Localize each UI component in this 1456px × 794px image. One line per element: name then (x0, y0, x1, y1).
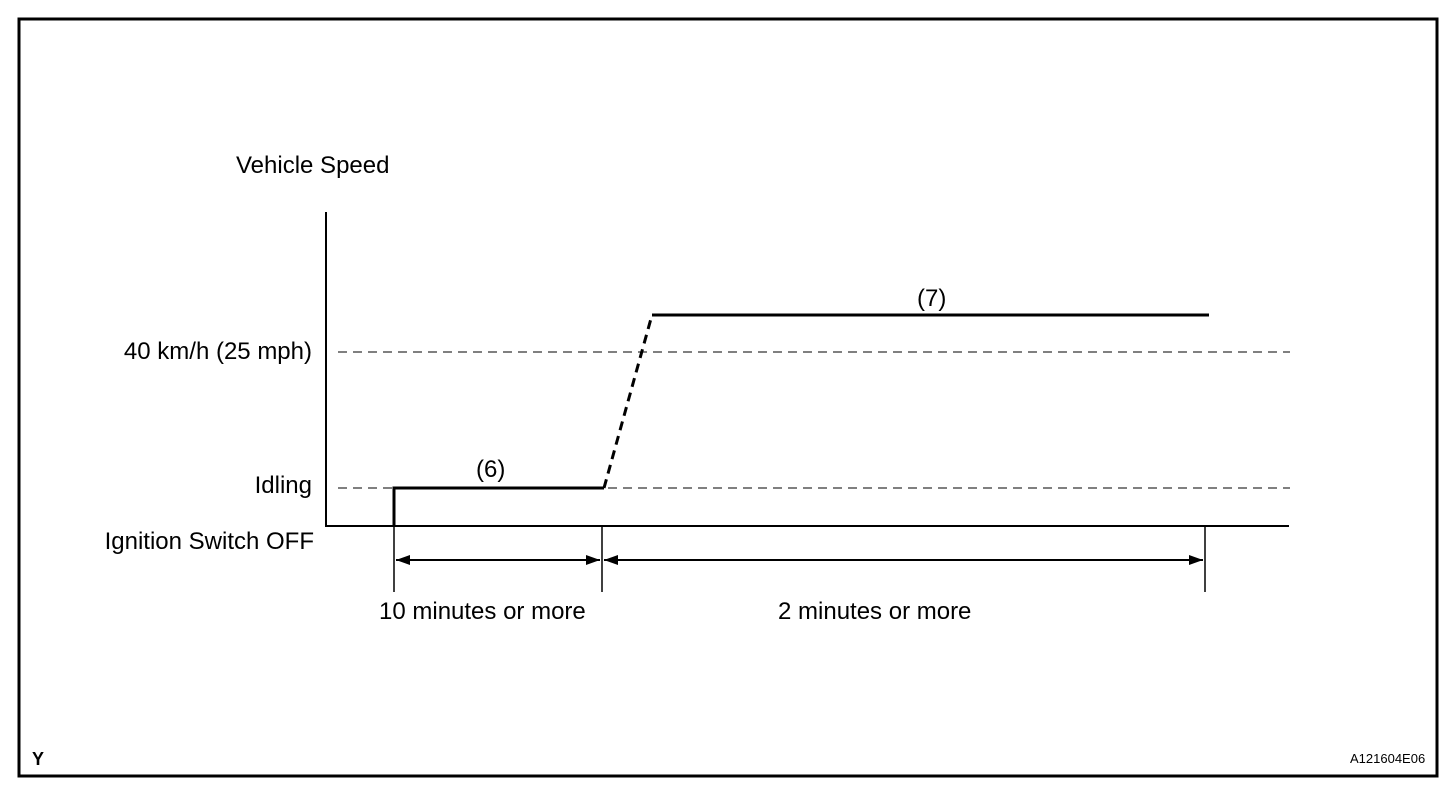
step-label-6: (6) (476, 456, 506, 483)
duration-label-1: 10 minutes or more (379, 598, 586, 625)
acceleration-trace (602, 314, 654, 489)
corner-label: Y (32, 749, 45, 769)
level-label-40kmh: 40 km/h (25 mph) (123, 338, 312, 365)
idling-trace (392, 486, 604, 526)
level-label-ignition-off: Ignition Switch OFF (104, 528, 314, 555)
step-label-7: (7) (917, 285, 947, 312)
level-label-idling: Idling (254, 472, 312, 499)
duration-label-2: 2 minutes or more (778, 598, 972, 625)
arrowhead-icon (1189, 555, 1203, 565)
y-axis-label: Vehicle Speed (236, 152, 390, 179)
figure-id: A121604E06 (1350, 751, 1426, 766)
arrowhead-icon (604, 555, 618, 565)
arrowhead-icon (396, 555, 410, 565)
arrowhead-icon (586, 555, 600, 565)
frame-border (17, 17, 1439, 778)
